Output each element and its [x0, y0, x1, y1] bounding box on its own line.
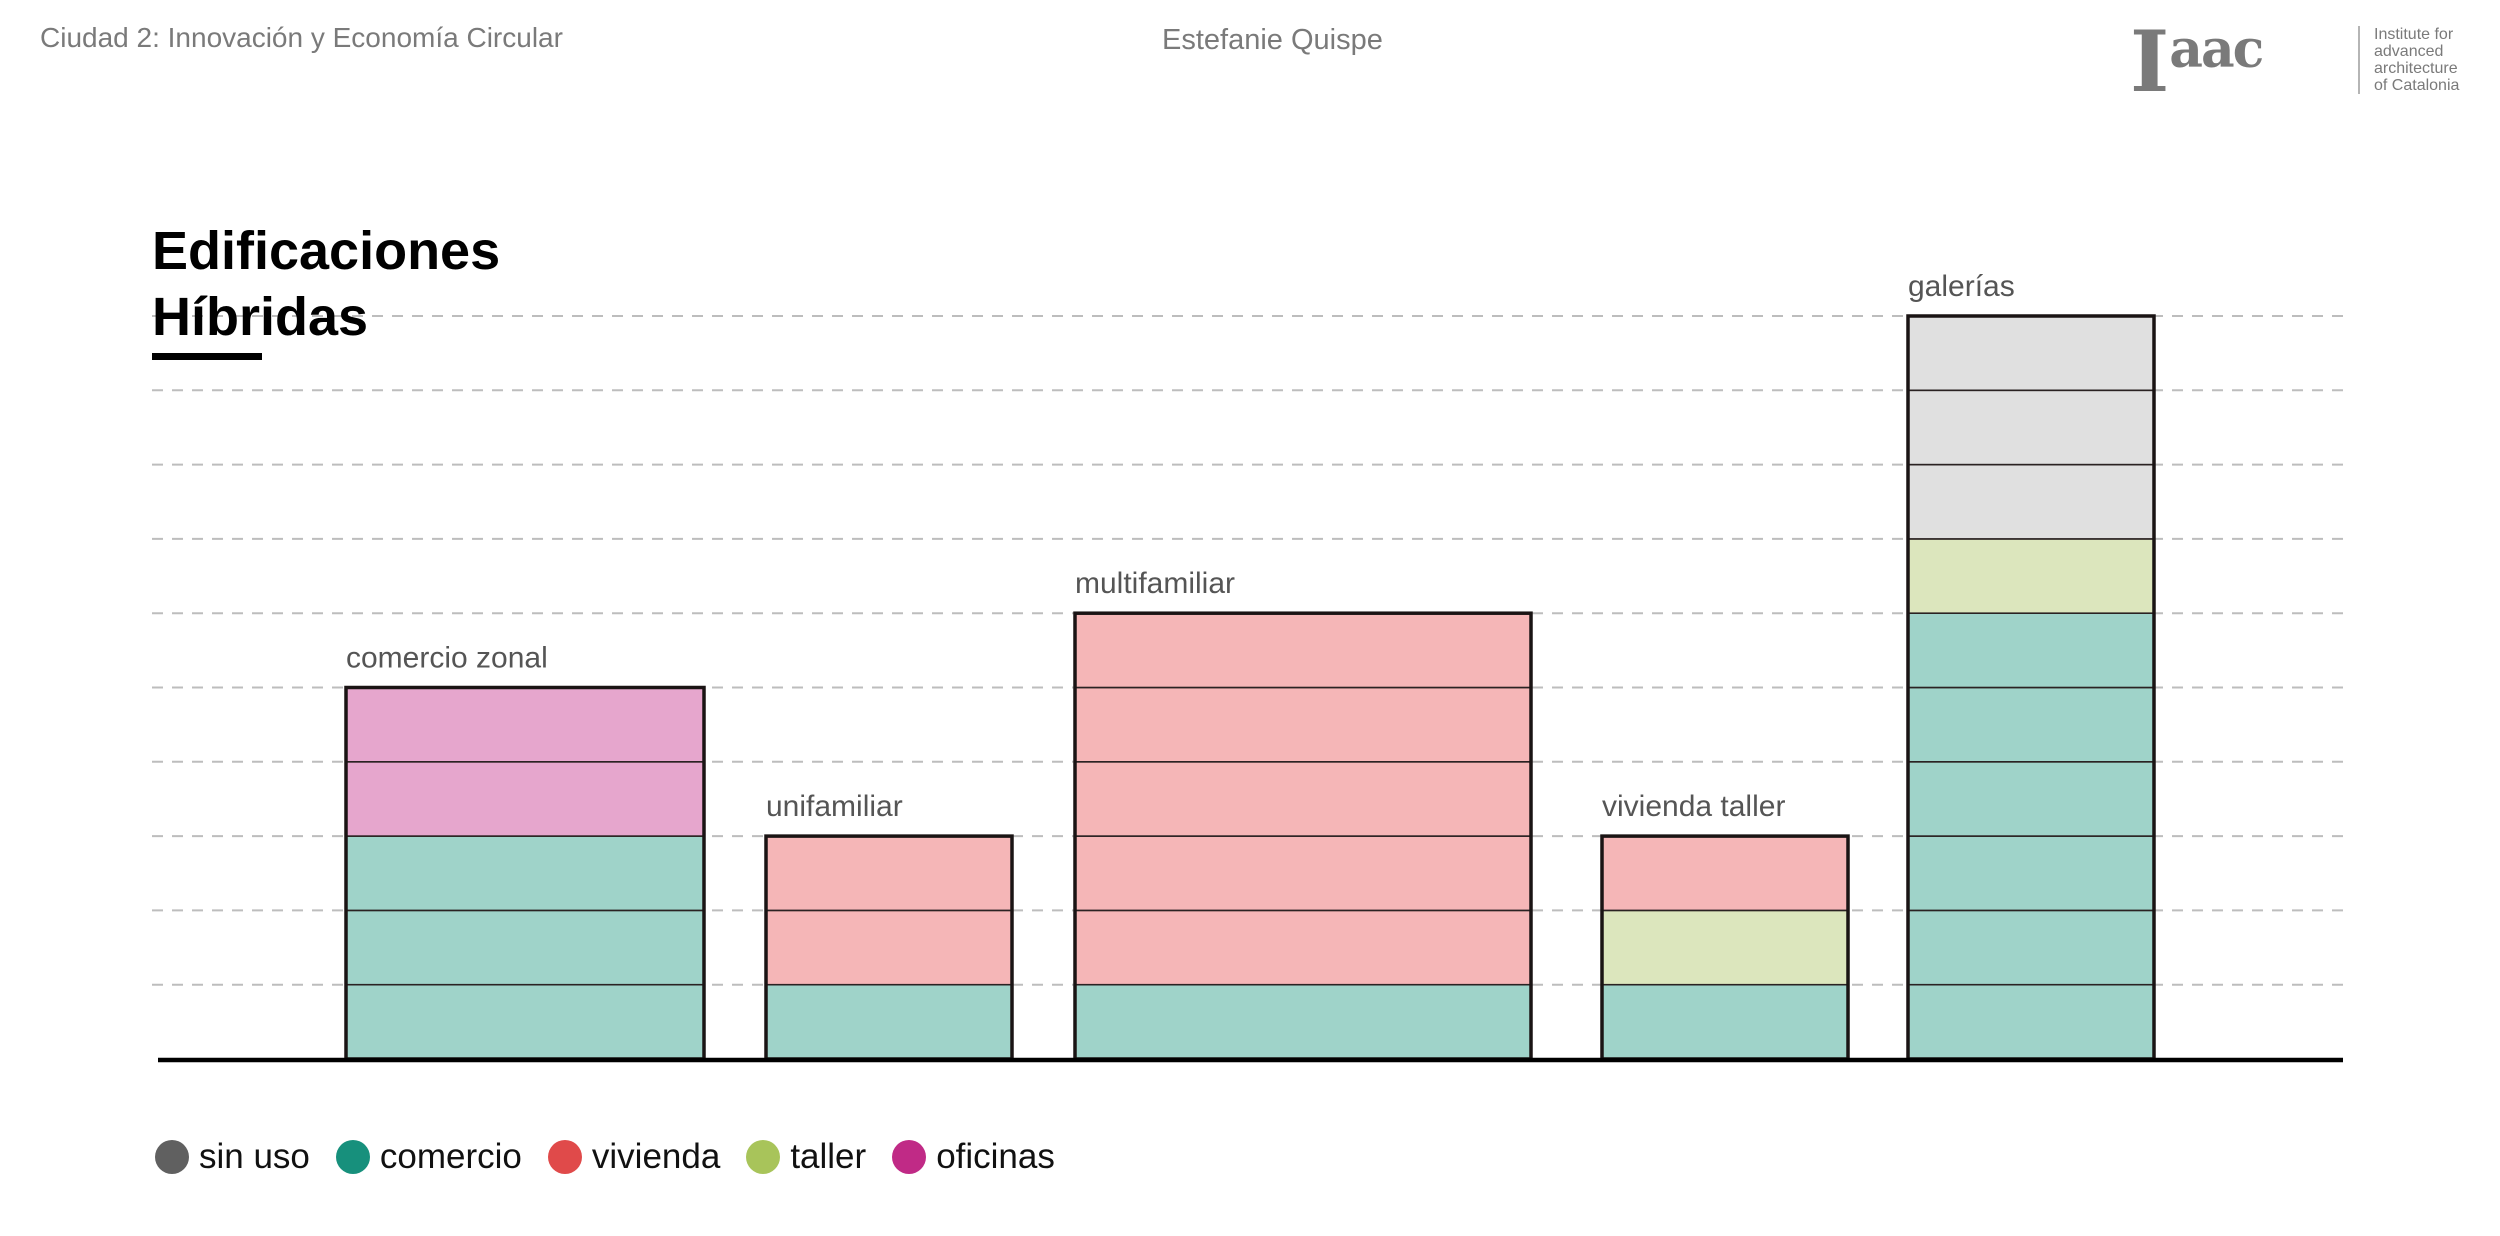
- bar-segment-comercio: [1907, 612, 2155, 689]
- chart-legend: sin uso comercio vivienda taller oficina…: [155, 1137, 1081, 1177]
- legend-item-oficinas: oficinas: [892, 1137, 1055, 1177]
- bar-segment-vivienda: [765, 835, 1013, 912]
- logo-divider: [2358, 26, 2360, 94]
- bar-segment-vivienda: [1601, 835, 1849, 912]
- legend-item-taller: taller: [746, 1137, 866, 1177]
- legend-label: oficinas: [936, 1137, 1055, 1176]
- bar-segment-vivienda: [1074, 612, 1532, 689]
- bar-category-label: comercio zonal: [346, 642, 548, 675]
- bar-segment-comercio: [345, 835, 705, 912]
- legend-label: taller: [790, 1137, 867, 1176]
- bar-segment-comercio: [1907, 686, 2155, 763]
- bar-category-label: multifamiliar: [1075, 567, 1235, 600]
- chart-title: Edificaciones Híbridas: [152, 218, 500, 350]
- bar-segment-oficinas: [345, 686, 705, 763]
- bar-segment-comercio: [345, 983, 705, 1060]
- logo-mark-sup: aac: [2169, 19, 2264, 80]
- logo-line: Institute for: [2374, 26, 2454, 43]
- bar-segment-vivienda: [765, 909, 1013, 986]
- legend-dot-oficinas: [892, 1140, 927, 1174]
- legend-dot-sin-uso: [155, 1140, 189, 1174]
- bar-segment-comercio: [1907, 835, 2155, 912]
- bar-segment-comercio: [345, 909, 705, 986]
- logo-line: advanced: [2374, 43, 2444, 60]
- legend-label: sin uso: [199, 1137, 310, 1176]
- course-title: Ciudad 2: Innovación y Economía Circular: [40, 22, 563, 53]
- logo-line: of Catalonia: [2374, 77, 2460, 94]
- bar-segment-sin-uso: [1907, 389, 2155, 466]
- bar-segment-sin-uso: [1907, 315, 2155, 392]
- logo-line: architecture: [2374, 60, 2458, 77]
- logo-mark-main: I: [2130, 12, 2170, 111]
- iaac-logo-mark: Iaac: [2130, 19, 2264, 104]
- author-name: Estefanie Quispe: [1162, 24, 1383, 56]
- bar-segment-oficinas: [345, 760, 705, 837]
- bar-segment-taller: [1907, 538, 2155, 615]
- bar-segment-comercio: [1907, 909, 2155, 986]
- bar-segment-vivienda: [1074, 835, 1532, 912]
- bar-segment-comercio: [1601, 983, 1849, 1060]
- legend-item-sin-uso: sin uso: [155, 1137, 310, 1177]
- bar-segment-sin-uso: [1907, 463, 2155, 540]
- bar-segment-taller: [1601, 909, 1849, 986]
- bar-segment-vivienda: [1074, 909, 1532, 986]
- bar-segment-vivienda: [1074, 760, 1532, 837]
- bar-category-label: galerías: [1908, 270, 2015, 303]
- iaac-logo: Iaac Institute for advanced architecture…: [2130, 20, 2480, 104]
- bar-segment-comercio: [1074, 983, 1532, 1060]
- chart-title-line1: Edificaciones: [152, 221, 501, 281]
- bar-segment-comercio: [1907, 983, 2155, 1060]
- title-underline: [152, 353, 262, 360]
- legend-item-vivienda: vivienda: [547, 1137, 721, 1177]
- legend-dot-taller: [746, 1140, 781, 1174]
- bar-segment-vivienda: [1074, 686, 1532, 763]
- bar-segment-comercio: [765, 983, 1013, 1060]
- legend-label: comercio: [379, 1137, 522, 1176]
- legend-label: vivienda: [591, 1137, 721, 1176]
- legend-item-comercio: comercio: [335, 1137, 522, 1177]
- chart-title-line2: Híbridas: [152, 287, 369, 347]
- bar-category-label: vivienda taller: [1602, 790, 1785, 823]
- logo-institution-name: Institute for advanced architecture of C…: [2374, 26, 2459, 94]
- legend-dot-comercio: [335, 1140, 370, 1174]
- bar-category-label: unifamiliar: [766, 790, 903, 823]
- bar-segment-comercio: [1907, 760, 2155, 837]
- legend-dot-vivienda: [547, 1140, 582, 1174]
